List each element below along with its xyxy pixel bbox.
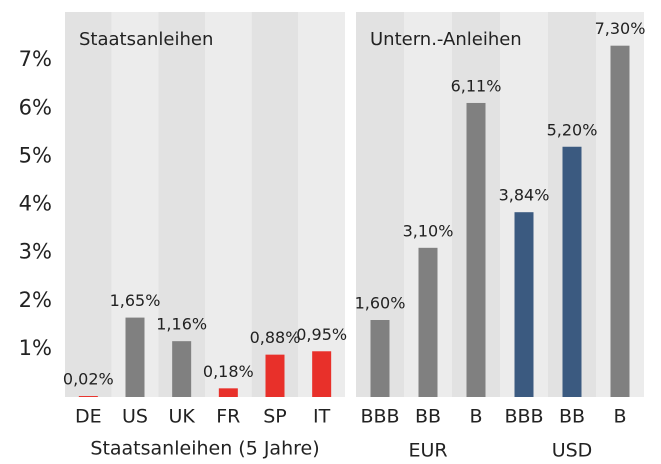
value-label: 0,88%	[250, 328, 301, 347]
band-stripe	[298, 12, 345, 397]
bar	[514, 212, 534, 397]
y-tick-label: 4%	[19, 192, 52, 216]
bar	[562, 146, 582, 397]
bar	[370, 320, 390, 397]
band-stripe	[251, 12, 299, 397]
x-tick-label: UK	[168, 406, 195, 428]
bar	[466, 102, 486, 398]
value-label: 7,30%	[595, 19, 646, 38]
x-axis-label: Staatsanleihen (5 Jahre)	[90, 438, 319, 460]
x-tick-label: B	[469, 406, 482, 428]
value-label: 3,10%	[403, 221, 454, 240]
x-tick-label: DE	[75, 406, 102, 428]
x-tick-label: US	[122, 406, 148, 428]
x-tick-label: BB	[415, 406, 441, 428]
y-tick-label: 6%	[19, 95, 52, 119]
panel-title: Staatsanleihen	[79, 29, 213, 50]
band-stripe	[205, 12, 252, 397]
group-label: EUR	[408, 440, 447, 462]
y-tick-label: 7%	[19, 47, 52, 71]
value-label: 0,95%	[296, 325, 347, 344]
x-tick-label: B	[613, 406, 626, 428]
x-tick-label: BB	[559, 406, 585, 428]
value-label: 1,16%	[156, 315, 207, 334]
bar	[172, 341, 192, 397]
bar	[125, 317, 145, 397]
value-label: 5,20%	[547, 120, 598, 139]
y-tick-label: 1%	[19, 336, 52, 360]
panel-title: Untern.-Anleihen	[370, 29, 522, 50]
bar	[218, 388, 238, 397]
y-tick-label: 3%	[19, 240, 52, 264]
y-tick-label: 2%	[19, 288, 52, 312]
group-label: USD	[552, 440, 593, 462]
y-tick-label: 5%	[19, 143, 52, 167]
x-tick-label: BBB	[504, 406, 543, 428]
x-tick-label: FR	[216, 406, 240, 428]
band-stripe	[158, 12, 205, 397]
bar	[312, 351, 332, 397]
value-label: 3,84%	[499, 186, 550, 205]
bar	[610, 45, 630, 397]
value-label: 0,18%	[203, 362, 254, 381]
value-label: 1,60%	[355, 294, 406, 313]
value-label: 6,11%	[451, 76, 502, 95]
band-stripe	[65, 12, 112, 397]
bar	[78, 396, 98, 397]
bar	[265, 354, 285, 397]
value-label: 1,65%	[110, 291, 161, 310]
value-label: 0,02%	[63, 370, 114, 389]
bar	[418, 247, 438, 397]
x-tick-label: SP	[263, 406, 287, 428]
x-tick-label: BBB	[360, 406, 399, 428]
x-tick-label: IT	[313, 406, 331, 428]
